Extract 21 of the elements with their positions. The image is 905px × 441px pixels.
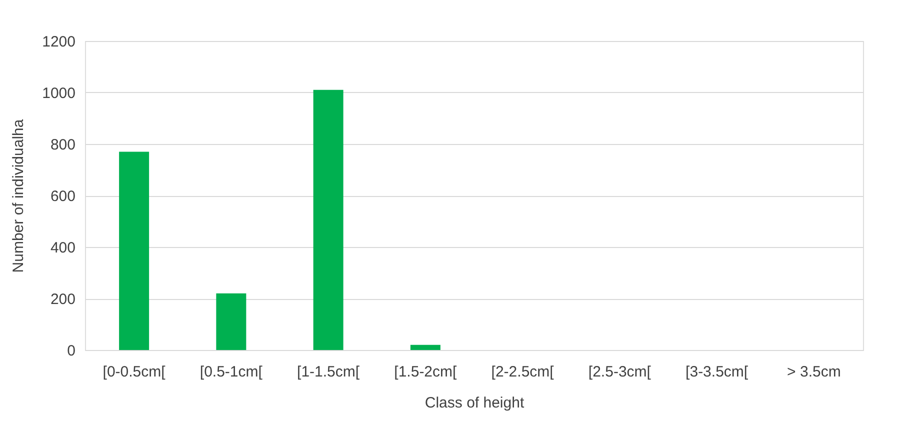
x-tick-label: [3-3.5cm[ [686, 364, 749, 380]
x-tick-label: [2.5-3cm[ [588, 364, 652, 380]
bar [216, 293, 246, 350]
x-tick-label: [1.5-2cm[ [394, 364, 458, 380]
y-axis-title: Number of individualha [10, 118, 28, 273]
bar [410, 344, 440, 350]
bar [119, 152, 150, 350]
x-tick-label: > 3.5cm [787, 364, 841, 380]
x-tick-label: [2-2.5cm[ [491, 364, 555, 380]
bar [313, 90, 344, 350]
x-axis-title: Class of height [424, 394, 525, 412]
y-tick-label: 800 [50, 136, 76, 154]
y-tick-label: 0 [67, 342, 76, 360]
y-tick-label: 1000 [42, 85, 76, 102]
y-tick-label: 600 [50, 188, 76, 205]
y-tick-label: 200 [50, 291, 76, 308]
y-tick-label: 400 [50, 240, 76, 256]
x-tick-label: [0.5-1cm[ [200, 364, 264, 380]
y-tick-label: 1200 [42, 34, 76, 50]
x-tick-label: [1-1.5cm[ [297, 364, 360, 380]
x-tick-label: [0-0.5cm[ [102, 364, 166, 380]
